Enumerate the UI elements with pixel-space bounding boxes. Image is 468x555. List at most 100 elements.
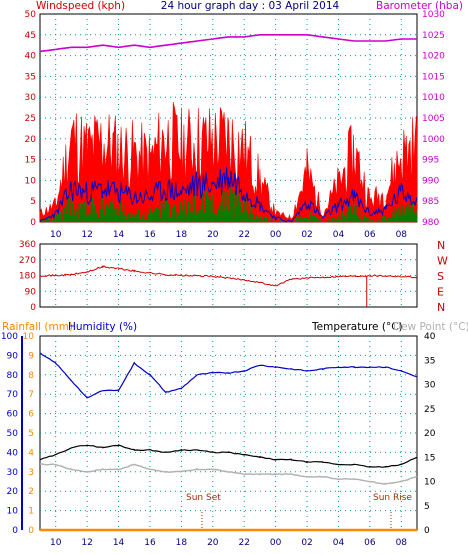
x-tick-label: 04 (333, 230, 345, 240)
x-tick-label: 16 (144, 538, 156, 548)
barometer-axis-title: Barometer (hba) (376, 0, 463, 12)
y-tick-label: 40 (25, 52, 37, 62)
direction-grid (40, 244, 417, 307)
x-tick-label: 06 (364, 230, 376, 240)
y-tick-label: 25 (25, 114, 36, 124)
humidity-tick-label: 100 (1, 332, 18, 342)
y2-tick-label: 980 (422, 218, 439, 228)
temperature-tick-label: 20 (424, 429, 436, 439)
direction-y-ticks: 0 90 180 270 360 (19, 240, 36, 313)
temperature-tick-label: 30 (424, 381, 436, 391)
x-tick-label: 22 (238, 538, 249, 548)
temperature-tick-label: 10 (424, 478, 436, 488)
temperature-tick-label: 15 (424, 453, 435, 463)
wind-series (39, 33, 418, 223)
x-tick-label: 08 (396, 538, 408, 548)
y2-tick-label: 1025 (422, 31, 445, 41)
sunrise-label: Sun Rise (373, 493, 412, 503)
y2-tick-label: 995 (422, 156, 439, 166)
x-tick-label: 00 (270, 230, 282, 240)
y-tick-label: 50 (25, 10, 37, 20)
direction-series (40, 265, 418, 307)
sunset-label: Sun Set (186, 493, 221, 503)
x-tick-label: 04 (333, 538, 345, 548)
y2-tick-label: 1030 (422, 10, 445, 20)
y-tick-label: 0 (30, 218, 36, 228)
humidity-tick-label: 50 (7, 429, 19, 439)
x-tick-label: 20 (207, 538, 219, 548)
x-tick-label: 02 (301, 230, 312, 240)
temp-humidity-plot-area (39, 335, 418, 531)
humidity-tick-label: 20 (7, 487, 19, 497)
chart-title: 24 hour graph day : 03 April 2014 (161, 0, 340, 12)
temperature-tick-label: 0 (424, 526, 430, 536)
direction-tick-label: 90 (25, 287, 37, 297)
temp-humidity-x-ticks: 10 12 14 16 18 20 22 00 02 04 06 08 (50, 538, 407, 548)
compass-label: W (437, 255, 448, 268)
y2-tick-label: 985 (422, 197, 439, 207)
rainfall-axis-title: Rainfall (mm) (2, 321, 73, 333)
humidity-line (39, 352, 418, 399)
rain-tick-label: 3 (28, 468, 34, 478)
direction-tick-label: 270 (19, 256, 36, 266)
y-tick-label: 20 (25, 135, 37, 145)
humidity-tick-label: 60 (7, 410, 19, 420)
wind-direction-line (40, 265, 418, 287)
direction-tick-label: 0 (30, 303, 36, 313)
y-tick-label: 5 (30, 197, 36, 207)
humidity-tick-label: 0 (12, 526, 18, 536)
dewpoint-axis-title: Dew Point (°C) (393, 321, 468, 333)
rain-tick-label: 9 (28, 351, 34, 361)
compass-label: N (437, 239, 445, 252)
x-tick-label: 14 (113, 538, 125, 548)
rain-tick-label: 1 (28, 507, 34, 517)
x-tick-label: 02 (301, 538, 312, 548)
humidity-tick-label: 10 (7, 507, 19, 517)
wind-gust-area (39, 102, 418, 223)
x-tick-label: 20 (207, 230, 219, 240)
temperature-tick-label: 5 (424, 502, 430, 512)
y-tick-label: 15 (25, 156, 36, 166)
humidity-tick-label: 70 (7, 390, 19, 400)
wind-average-line (39, 167, 418, 223)
y-tick-label: 35 (25, 72, 36, 82)
rain-tick-label: 2 (28, 487, 34, 497)
humidity-tick-label: 80 (7, 371, 19, 381)
dewpoint-line (40, 463, 418, 485)
rain-tick-label: 7 (28, 390, 34, 400)
humidity-axis-title: Humidity (%) (68, 321, 137, 333)
y-tick-label: 45 (25, 31, 36, 41)
temp-humidity-series (39, 352, 418, 532)
direction-tick-label: 360 (19, 240, 36, 250)
y2-tick-label: 1015 (422, 72, 445, 82)
wind-x-ticks: 10 12 14 16 18 20 22 00 02 04 06 08 (50, 230, 407, 240)
y-tick-label: 10 (25, 176, 37, 186)
y2-tick-label: 990 (422, 176, 439, 186)
direction-tick-label: 180 (19, 272, 36, 282)
rain-tick-label: 0 (28, 526, 34, 536)
y2-tick-label: 1020 (422, 52, 445, 62)
rain-tick-label: 8 (28, 371, 34, 381)
barometer-line (39, 33, 417, 53)
rain-tick-label: 10 (23, 332, 35, 342)
y2-tick-label: 1005 (422, 114, 445, 124)
temperature-tick-label: 25 (424, 405, 435, 415)
temperature-y-ticks: 0 5 10 15 20 25 30 35 40 (424, 332, 436, 536)
temperature-tick-label: 40 (424, 332, 436, 342)
temperature-line (39, 444, 418, 468)
x-tick-label: 08 (396, 230, 408, 240)
x-tick-label: 18 (176, 538, 188, 548)
x-tick-label: 16 (144, 230, 156, 240)
humidity-tick-label: 90 (7, 351, 19, 361)
y2-tick-label: 1010 (422, 93, 445, 103)
rain-tick-label: 5 (28, 429, 34, 439)
x-tick-label: 06 (364, 538, 376, 548)
compass-label: E (437, 286, 444, 299)
temperature-tick-label: 35 (424, 356, 435, 366)
barometer-y-ticks: 980 985 990 995 1000 1005 1010 1015 1020 1025 1030 (422, 10, 445, 228)
x-tick-label: 10 (50, 230, 62, 240)
x-tick-label: 00 (270, 538, 282, 548)
y-tick-label: 30 (25, 93, 37, 103)
x-tick-label: 18 (176, 230, 188, 240)
